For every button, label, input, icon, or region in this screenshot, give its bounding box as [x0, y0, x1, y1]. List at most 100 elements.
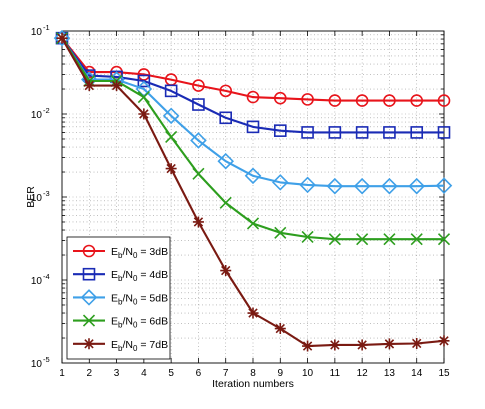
legend-label: Eb/N0 = 7dB: [111, 339, 168, 353]
marker-circle: [410, 94, 424, 107]
marker-circle: [82, 244, 96, 258]
marker-square: [437, 126, 451, 139]
marker-x: [137, 90, 150, 104]
legend-label-part: 0: [133, 297, 138, 306]
legend-label-part: = 6dB: [137, 316, 168, 328]
marker-diamond: [80, 289, 98, 306]
x-tick-label: 5: [168, 368, 174, 379]
legend-label-part: = 5dB: [137, 292, 168, 304]
y-tick-label: 10: [31, 27, 43, 38]
x-tick-label: 10: [302, 368, 314, 379]
marker-star: [274, 323, 286, 335]
y-tick-base: 10: [31, 276, 43, 287]
marker-x: [82, 314, 96, 327]
legend-label-part: = 7dB: [137, 339, 168, 351]
marker-diamond: [162, 107, 180, 125]
marker-diamond: [381, 177, 398, 195]
legend-item: Eb/N0 = 3dB: [73, 244, 168, 260]
marker-x: [383, 233, 396, 246]
y-tick-label: 10: [31, 193, 43, 204]
marker-star: [302, 340, 314, 352]
marker-square: [328, 126, 342, 139]
marker-x: [328, 233, 341, 246]
marker-star: [220, 265, 232, 277]
legend-label: Eb/N0 = 3dB: [111, 246, 168, 260]
legend-label-part: b: [118, 297, 123, 306]
y-tick-base: 10: [31, 193, 43, 204]
marker-x: [437, 233, 451, 246]
legend-label-part: /N: [122, 316, 133, 328]
marker-square: [383, 126, 396, 139]
y-tick-label: 10: [31, 276, 43, 287]
marker-square: [82, 267, 96, 281]
legend-label-part: E: [111, 292, 118, 304]
marker-x: [246, 217, 260, 230]
x-tick-label: 11: [330, 368, 341, 379]
legend-label-part: E: [111, 246, 118, 258]
legend-item: Eb/N0 = 6dB: [73, 314, 168, 330]
y-tick-exponent: -2: [43, 106, 50, 115]
marker-x: [301, 230, 314, 244]
marker-square: [301, 126, 314, 139]
marker-square: [219, 111, 233, 125]
x-tick-label: 14: [411, 368, 423, 379]
marker-circle: [328, 94, 342, 107]
x-tick-label: 2: [87, 368, 93, 379]
y-axis-label: BER: [25, 186, 37, 208]
legend-label: Eb/N0 = 6dB: [111, 316, 168, 330]
series-line: [61, 37, 444, 134]
marker-circle: [246, 90, 260, 104]
legend-label-part: /N: [122, 246, 133, 258]
legend-label-part: b: [118, 274, 123, 283]
marker-diamond: [299, 176, 316, 194]
y-tick-exponent: -4: [43, 272, 50, 281]
marker-circle: [437, 94, 451, 107]
marker-diamond: [244, 167, 262, 185]
x-tick-label: 1: [59, 368, 65, 379]
marker-star: [411, 337, 423, 349]
marker-star: [247, 307, 259, 319]
series-5: [56, 32, 450, 352]
series-layer: [53, 29, 453, 352]
marker-square: [192, 98, 205, 111]
x-tick-label: 6: [196, 368, 202, 379]
x-tick-label: 13: [384, 368, 396, 379]
marker-circle: [273, 91, 287, 105]
legend-label-part: 0: [133, 274, 138, 283]
marker-star: [192, 216, 204, 228]
y-tick-base: 10: [31, 110, 43, 121]
marker-star: [138, 108, 150, 120]
marker-diamond: [217, 152, 234, 170]
marker-square: [355, 126, 369, 139]
legend-label: Eb/N0 = 5dB: [111, 292, 168, 306]
legend-label-part: /N: [122, 292, 133, 304]
marker-star: [83, 80, 95, 92]
marker-circle: [219, 84, 233, 98]
marker-x: [219, 196, 232, 209]
legend-item: Eb/N0 = 4dB: [73, 267, 168, 283]
legend-label-part: b: [118, 344, 123, 353]
legend-item: Eb/N0 = 5dB: [73, 289, 168, 306]
marker-square: [137, 74, 151, 88]
marker-x: [192, 167, 205, 180]
legend-label-part: b: [118, 321, 123, 330]
marker-diamond: [408, 177, 425, 195]
legend-label-part: 0: [133, 344, 138, 353]
series-line: [61, 37, 445, 188]
legend-label-part: E: [111, 269, 118, 281]
legend-item: Eb/N0 = 7dB: [73, 338, 168, 353]
y-tick-exponent: -5: [43, 355, 50, 364]
x-tick-label: 15: [438, 368, 450, 379]
marker-circle: [355, 94, 369, 107]
legend-label-part: E: [111, 316, 118, 328]
y-tick-exponent: -3: [43, 189, 50, 198]
legend-label-part: E: [111, 339, 118, 351]
marker-diamond: [53, 29, 71, 47]
legend-label-part: b: [118, 251, 123, 260]
axes: [61, 30, 445, 364]
x-tick-label: 7: [223, 368, 229, 379]
marker-circle: [192, 79, 205, 92]
marker-x: [165, 130, 178, 143]
